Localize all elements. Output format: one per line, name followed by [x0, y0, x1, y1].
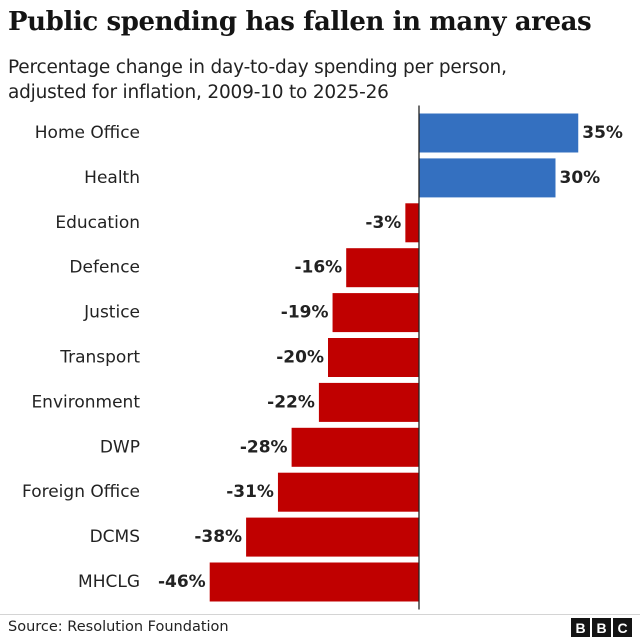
category-label: Transport	[59, 348, 140, 368]
bar	[419, 113, 579, 153]
category-label: Education	[55, 213, 140, 233]
value-label: -19%	[281, 303, 329, 323]
value-label: -20%	[276, 348, 324, 368]
chart-title: Public spending has fallen in many areas	[8, 7, 592, 37]
bar	[346, 248, 419, 288]
category-label: DWP	[100, 437, 140, 457]
value-label: -16%	[294, 258, 342, 278]
category-label: DCMS	[90, 527, 140, 547]
category-label: Health	[84, 168, 140, 188]
category-label: Defence	[69, 258, 140, 278]
bar	[419, 158, 556, 198]
bar	[405, 203, 419, 243]
logo-letter: B	[571, 618, 590, 637]
bar	[209, 562, 419, 602]
subtitle-line-2: adjusted for inflation, 2009-10 to 2025-…	[8, 82, 389, 103]
category-label: Home Office	[35, 123, 140, 143]
footer-divider	[0, 614, 640, 615]
value-label: -38%	[194, 527, 242, 547]
value-label: 30%	[560, 168, 601, 188]
value-label: -28%	[240, 437, 288, 457]
value-label: -31%	[226, 482, 274, 502]
logo-letter: B	[592, 618, 611, 637]
bar	[328, 338, 419, 377]
bar	[277, 472, 419, 512]
category-label: Environment	[31, 392, 140, 412]
bbc-logo: B B C	[571, 618, 632, 637]
bar	[318, 382, 419, 422]
bar	[246, 517, 419, 557]
value-label: -46%	[158, 572, 206, 592]
logo-letter: C	[613, 618, 632, 637]
subtitle-line-1: Percentage change in day-to-day spending…	[8, 57, 507, 78]
category-label: Justice	[83, 303, 140, 323]
category-label: MHCLG	[78, 572, 140, 592]
bar	[291, 427, 419, 467]
value-label: 35%	[582, 123, 623, 143]
value-label: -3%	[365, 213, 401, 233]
bar	[332, 293, 419, 333]
value-label: -22%	[267, 392, 315, 412]
chart-subtitle: Percentage change in day-to-day spending…	[8, 55, 507, 105]
source-note: Source: Resolution Foundation	[8, 619, 229, 635]
category-label: Foreign Office	[22, 482, 140, 502]
